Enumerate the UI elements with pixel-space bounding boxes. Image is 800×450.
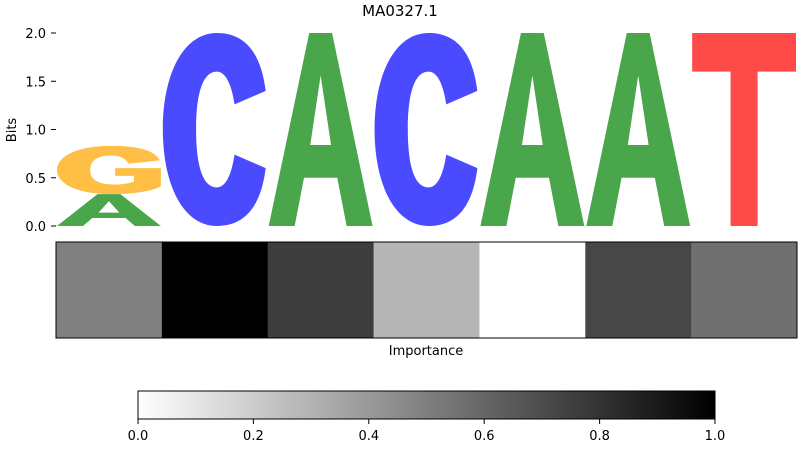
- logo-y-axis-label: Bits: [5, 118, 20, 143]
- heatmap-cell: [161, 242, 269, 338]
- heatmap-cell: [56, 242, 163, 338]
- y-tick-label: 1.5: [25, 75, 46, 90]
- logo-letter-c: [162, 33, 266, 226]
- heatmap-x-axis-label: Importance: [389, 344, 464, 359]
- logo-letter-g: [57, 145, 161, 195]
- logo-letters: [57, 33, 797, 226]
- colorbar-gradient: [137, 390, 716, 420]
- y-tick-label: 0.5: [25, 172, 46, 187]
- logo-letter-a: [268, 33, 373, 226]
- colorbar-tick-label: 0.0: [128, 429, 149, 444]
- heatmap-cell: [691, 242, 798, 338]
- logo-letter-a: [586, 33, 691, 226]
- heatmap-cell: [479, 242, 586, 338]
- heatmap-cell: [373, 242, 480, 338]
- importance-heatmap: [56, 242, 798, 338]
- logo-letter-a: [57, 194, 161, 226]
- colorbar-tick-label: 0.6: [474, 429, 495, 444]
- colorbar-axis: 0.0 0.2 0.4 0.6 0.8 1.0: [128, 419, 726, 444]
- colorbar-tick-label: 0.4: [358, 429, 379, 444]
- y-tick-label: 2.0: [25, 27, 46, 42]
- y-tick-label: 0.0: [25, 220, 46, 235]
- heatmap-frame: [55, 241, 798, 339]
- heatmap-cell: [267, 242, 375, 338]
- logo-letter-t: [692, 33, 797, 226]
- logo-letter-a: [480, 33, 585, 226]
- y-tick-label: 1.0: [25, 124, 46, 139]
- colorbar-tick-label: 0.8: [589, 429, 610, 444]
- logo-y-axis: 0.0 0.5 1.0 1.5 2.0: [25, 27, 56, 235]
- colorbar-tick-label: 0.2: [243, 429, 264, 444]
- logo-title: MA0327.1: [362, 2, 438, 20]
- colorbar-tick-label: 1.0: [705, 429, 726, 444]
- heatmap-cell: [585, 242, 692, 338]
- logo-letter-c: [374, 33, 478, 226]
